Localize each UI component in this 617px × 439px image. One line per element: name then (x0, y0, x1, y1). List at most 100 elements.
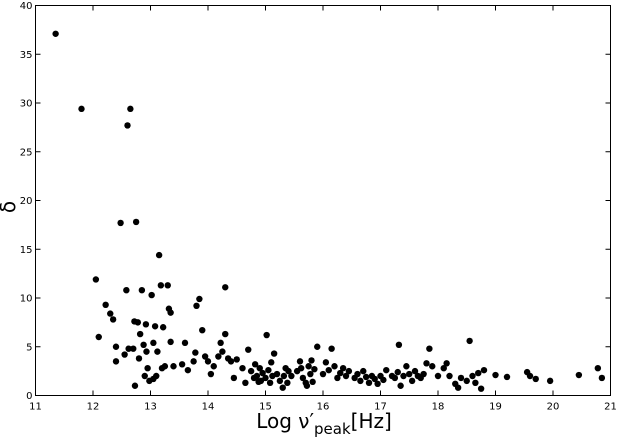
data-point (285, 367, 292, 375)
y-tick-labels: 0 5 10 15 20 25 30 35 40 (20, 1, 33, 402)
data-point (477, 385, 485, 392)
data-point (334, 374, 341, 382)
data-point (345, 367, 353, 375)
data-point (193, 302, 200, 309)
x-axis-label-main: Log ν′ (256, 409, 314, 433)
data-point (142, 321, 150, 328)
data-point (360, 367, 367, 375)
data-point (92, 276, 100, 283)
x-tick-label: 17 (374, 402, 387, 413)
data-point (288, 372, 295, 380)
data-point (262, 374, 269, 382)
data-point (339, 365, 347, 372)
y-tick-label: 20 (20, 196, 33, 207)
data-point (420, 370, 427, 378)
x-axis-label-unit: [Hz] (351, 409, 392, 433)
points-layer (52, 30, 606, 392)
y-tick-label: 5 (26, 342, 32, 353)
data-point (426, 345, 433, 352)
data-point (190, 358, 197, 365)
data-point (446, 372, 453, 380)
data-point (314, 343, 321, 350)
data-point (167, 309, 174, 316)
data-point (251, 361, 259, 368)
data-point (154, 348, 161, 355)
data-point (242, 379, 249, 387)
data-point (217, 339, 224, 347)
data-point (259, 369, 266, 377)
data-point (136, 330, 144, 338)
data-point (472, 379, 479, 387)
y-axis-label: δ (0, 201, 20, 213)
data-point (357, 377, 364, 385)
x-tick-label: 12 (87, 402, 100, 413)
data-point (131, 382, 139, 389)
data-point (337, 369, 344, 377)
data-point (331, 363, 338, 370)
data-point (178, 361, 186, 368)
data-point (598, 374, 606, 382)
data-point (256, 365, 263, 372)
data-point (204, 358, 212, 365)
data-point (130, 345, 137, 352)
data-point (492, 371, 499, 379)
data-point (309, 378, 316, 386)
y-tick-label: 10 (20, 294, 33, 305)
data-point (121, 351, 128, 358)
data-point (325, 366, 332, 374)
data-point (284, 379, 291, 387)
x-axis-label-subscript: peak (314, 420, 351, 438)
x-tick-label: 20 (547, 402, 560, 413)
data-point (457, 374, 465, 382)
data-point (153, 372, 160, 380)
data-point (157, 282, 165, 289)
data-point (466, 337, 473, 345)
data-point (140, 341, 147, 348)
data-point (167, 338, 174, 346)
ticks-layer (35, 5, 611, 396)
data-point (434, 372, 442, 380)
data-point (383, 366, 390, 374)
data-point (95, 333, 102, 341)
data-point (161, 363, 169, 370)
y-tick-label: 35 (20, 50, 33, 61)
data-point (303, 382, 311, 389)
data-point (279, 384, 286, 391)
data-point (319, 370, 327, 378)
data-point (181, 339, 189, 347)
data-point (222, 284, 229, 291)
data-point (222, 330, 229, 338)
data-point (112, 343, 120, 350)
data-point (394, 368, 401, 376)
data-point (391, 374, 399, 382)
data-point (144, 365, 151, 372)
data-point (107, 310, 114, 317)
x-tick-label: 18 (432, 402, 445, 413)
data-point (371, 375, 378, 383)
data-point (423, 360, 430, 367)
data-point (125, 345, 132, 352)
data-point (297, 365, 305, 372)
data-point (280, 372, 288, 380)
data-point (411, 367, 419, 375)
data-point (328, 345, 335, 352)
data-point (123, 287, 130, 294)
data-point (138, 287, 146, 294)
data-point (245, 346, 252, 353)
data-point (429, 363, 436, 370)
y-tick-label: 15 (20, 245, 33, 256)
data-point (403, 363, 410, 370)
y-tick-label: 0 (26, 391, 32, 402)
data-point (400, 372, 407, 380)
data-point (594, 365, 602, 372)
data-point (141, 372, 148, 380)
data-point (308, 357, 315, 364)
data-point (305, 363, 312, 370)
data-point (440, 365, 447, 372)
data-point (230, 374, 238, 382)
x-tick-label: 13 (144, 402, 157, 413)
x-tick-labels: 11 12 13 14 15 16 17 18 19 20 21 (29, 402, 617, 413)
data-point (299, 374, 307, 382)
data-point (135, 355, 143, 362)
